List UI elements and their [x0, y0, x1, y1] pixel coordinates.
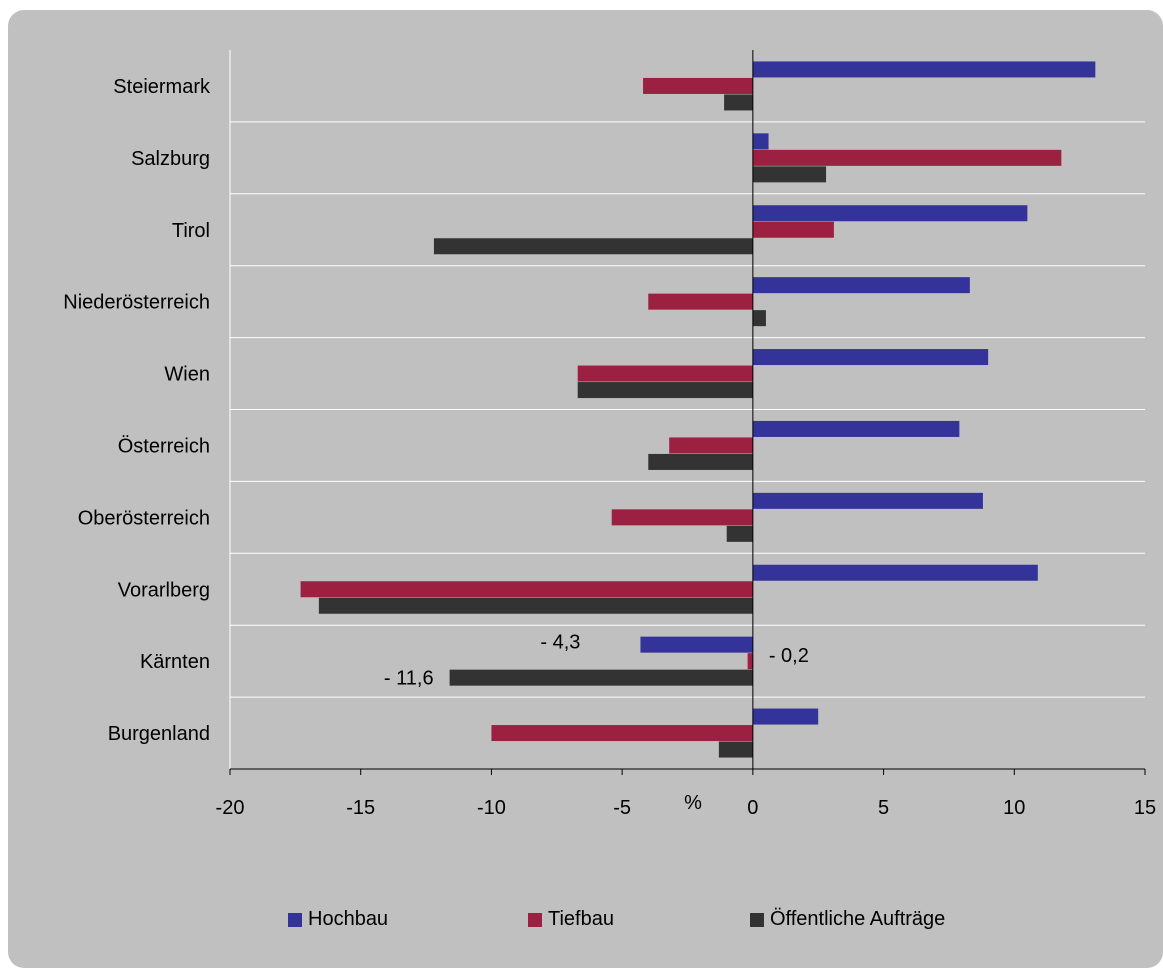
- x-tick-label: -5: [613, 797, 631, 819]
- category-label-oberoesterreich: Oberösterreich: [78, 507, 210, 529]
- x-tick-label: 5: [878, 797, 889, 819]
- bar-oeffentliche-auftraege-niederoesterreich: [752, 310, 766, 327]
- bar-hochbau-burgenland: [752, 708, 819, 725]
- x-tick-label: 0: [747, 797, 758, 819]
- bar-oeffentliche-auftraege-salzburg: [752, 166, 827, 183]
- legend: Hochbau Tiefbau Öffentliche Aufträge: [0, 908, 1163, 938]
- bar-hochbau-tirol: [752, 205, 1028, 222]
- bar-hochbau-wien: [752, 349, 989, 366]
- bar-oeffentliche-auftraege-tirol: [433, 238, 753, 255]
- bar-oeffentliche-auftraege-kaernten: [449, 669, 753, 686]
- category-label-tirol: Tirol: [172, 220, 210, 242]
- category-label-kaernten: Kärnten: [140, 651, 210, 673]
- bar-tiefbau-tirol: [752, 221, 834, 238]
- bar-oeffentliche-auftraege-oesterreich: [648, 453, 753, 470]
- bar-tiefbau-burgenland: [491, 725, 753, 742]
- bar-tiefbau-steiermark: [643, 77, 753, 94]
- category-label-salzburg: Salzburg: [131, 148, 210, 170]
- bar-tiefbau-wien: [577, 365, 753, 382]
- category-label-wien: Wien: [164, 364, 210, 386]
- bar-hochbau-oberoesterreich: [752, 492, 983, 509]
- bar-hochbau-niederoesterreich: [752, 277, 970, 294]
- bar-tiefbau-salzburg: [752, 149, 1062, 166]
- x-axis-label: %: [684, 792, 702, 814]
- category-label-niederoesterreich: Niederösterreich: [63, 292, 210, 314]
- bar-hochbau-kaernten: [640, 636, 753, 653]
- category-label-steiermark: Steiermark: [113, 76, 211, 98]
- bar-tiefbau-niederoesterreich: [648, 293, 753, 310]
- bar-oeffentliche-auftraege-oberoesterreich: [726, 525, 753, 542]
- data-label-oeffentliche-auftraege-kaernten: - 11,6: [384, 668, 434, 690]
- legend-item-tiefbau: Tiefbau: [528, 908, 614, 931]
- legend-swatch-oeffentliche-auftraege: [750, 912, 764, 927]
- x-tick-label: 15: [1134, 797, 1156, 819]
- bar-hochbau-oesterreich: [752, 420, 960, 437]
- bar-oeffentliche-auftraege-vorarlberg: [318, 597, 753, 614]
- legend-label-hochbau: Hochbau: [308, 908, 389, 930]
- bar-tiefbau-kaernten: [747, 653, 753, 670]
- legend-label-oeffentliche-auftraege: Öffentliche Aufträge: [770, 908, 946, 930]
- category-label-vorarlberg: Vorarlberg: [118, 579, 210, 601]
- x-tick-label: 10: [1003, 797, 1025, 819]
- data-label-tiefbau-kaernten: - 0,2: [769, 645, 809, 667]
- bar-hochbau-steiermark: [752, 61, 1096, 78]
- x-tick-label: -20: [216, 797, 245, 819]
- x-tick-label: -15: [346, 797, 375, 819]
- category-label-burgenland: Burgenland: [108, 723, 210, 745]
- legend-item-oeffentliche-auftraege: Öffentliche Aufträge: [750, 908, 945, 931]
- legend-swatch-tiefbau: [528, 912, 542, 927]
- x-tick-label: -10: [477, 797, 506, 819]
- legend-item-hochbau: Hochbau: [288, 908, 388, 931]
- bar-hochbau-salzburg: [752, 133, 769, 150]
- bar-oeffentliche-auftraege-wien: [577, 382, 753, 399]
- bar-hochbau-vorarlberg: [752, 564, 1038, 581]
- data-label-hochbau-kaernten: - 4,3: [540, 632, 580, 654]
- legend-swatch-hochbau: [288, 912, 302, 927]
- legend-label-tiefbau: Tiefbau: [548, 908, 614, 930]
- bar-oeffentliche-auftraege-steiermark: [724, 94, 753, 111]
- category-label-oesterreich: Österreich: [118, 435, 210, 457]
- bar-tiefbau-vorarlberg: [300, 581, 753, 598]
- bar-tiefbau-oesterreich: [669, 437, 753, 454]
- bar-oeffentliche-auftraege-burgenland: [718, 741, 753, 758]
- bar-tiefbau-oberoesterreich: [611, 509, 753, 526]
